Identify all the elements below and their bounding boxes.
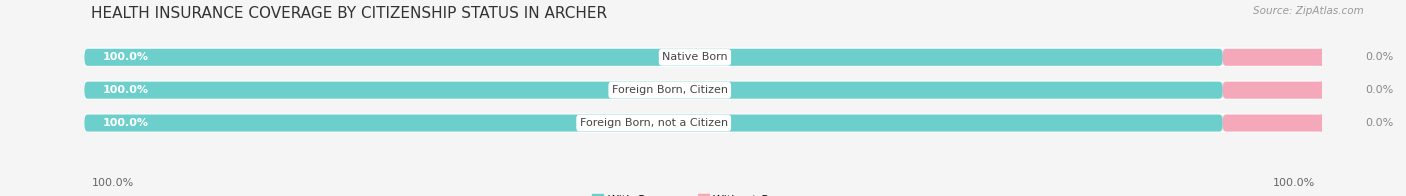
Text: 100.0%: 100.0% [103, 52, 149, 62]
FancyBboxPatch shape [84, 114, 1223, 132]
Text: Source: ZipAtlas.com: Source: ZipAtlas.com [1253, 6, 1364, 16]
Legend: With Coverage, Without Coverage: With Coverage, Without Coverage [588, 190, 818, 196]
Text: 100.0%: 100.0% [103, 118, 149, 128]
Text: Native Born: Native Born [662, 52, 728, 62]
FancyBboxPatch shape [84, 49, 1223, 66]
FancyBboxPatch shape [84, 49, 1322, 66]
FancyBboxPatch shape [1223, 82, 1347, 99]
Text: 100.0%: 100.0% [1272, 178, 1315, 188]
Text: 0.0%: 0.0% [1365, 85, 1393, 95]
Text: 0.0%: 0.0% [1365, 118, 1393, 128]
FancyBboxPatch shape [84, 82, 1223, 99]
FancyBboxPatch shape [1223, 114, 1347, 132]
Text: 100.0%: 100.0% [103, 85, 149, 95]
Text: 0.0%: 0.0% [1365, 52, 1393, 62]
Text: Foreign Born, not a Citizen: Foreign Born, not a Citizen [579, 118, 728, 128]
Text: HEALTH INSURANCE COVERAGE BY CITIZENSHIP STATUS IN ARCHER: HEALTH INSURANCE COVERAGE BY CITIZENSHIP… [91, 6, 607, 21]
FancyBboxPatch shape [1223, 49, 1347, 66]
FancyBboxPatch shape [84, 114, 1322, 132]
Text: Foreign Born, Citizen: Foreign Born, Citizen [612, 85, 728, 95]
FancyBboxPatch shape [84, 82, 1322, 99]
Text: 100.0%: 100.0% [91, 178, 134, 188]
